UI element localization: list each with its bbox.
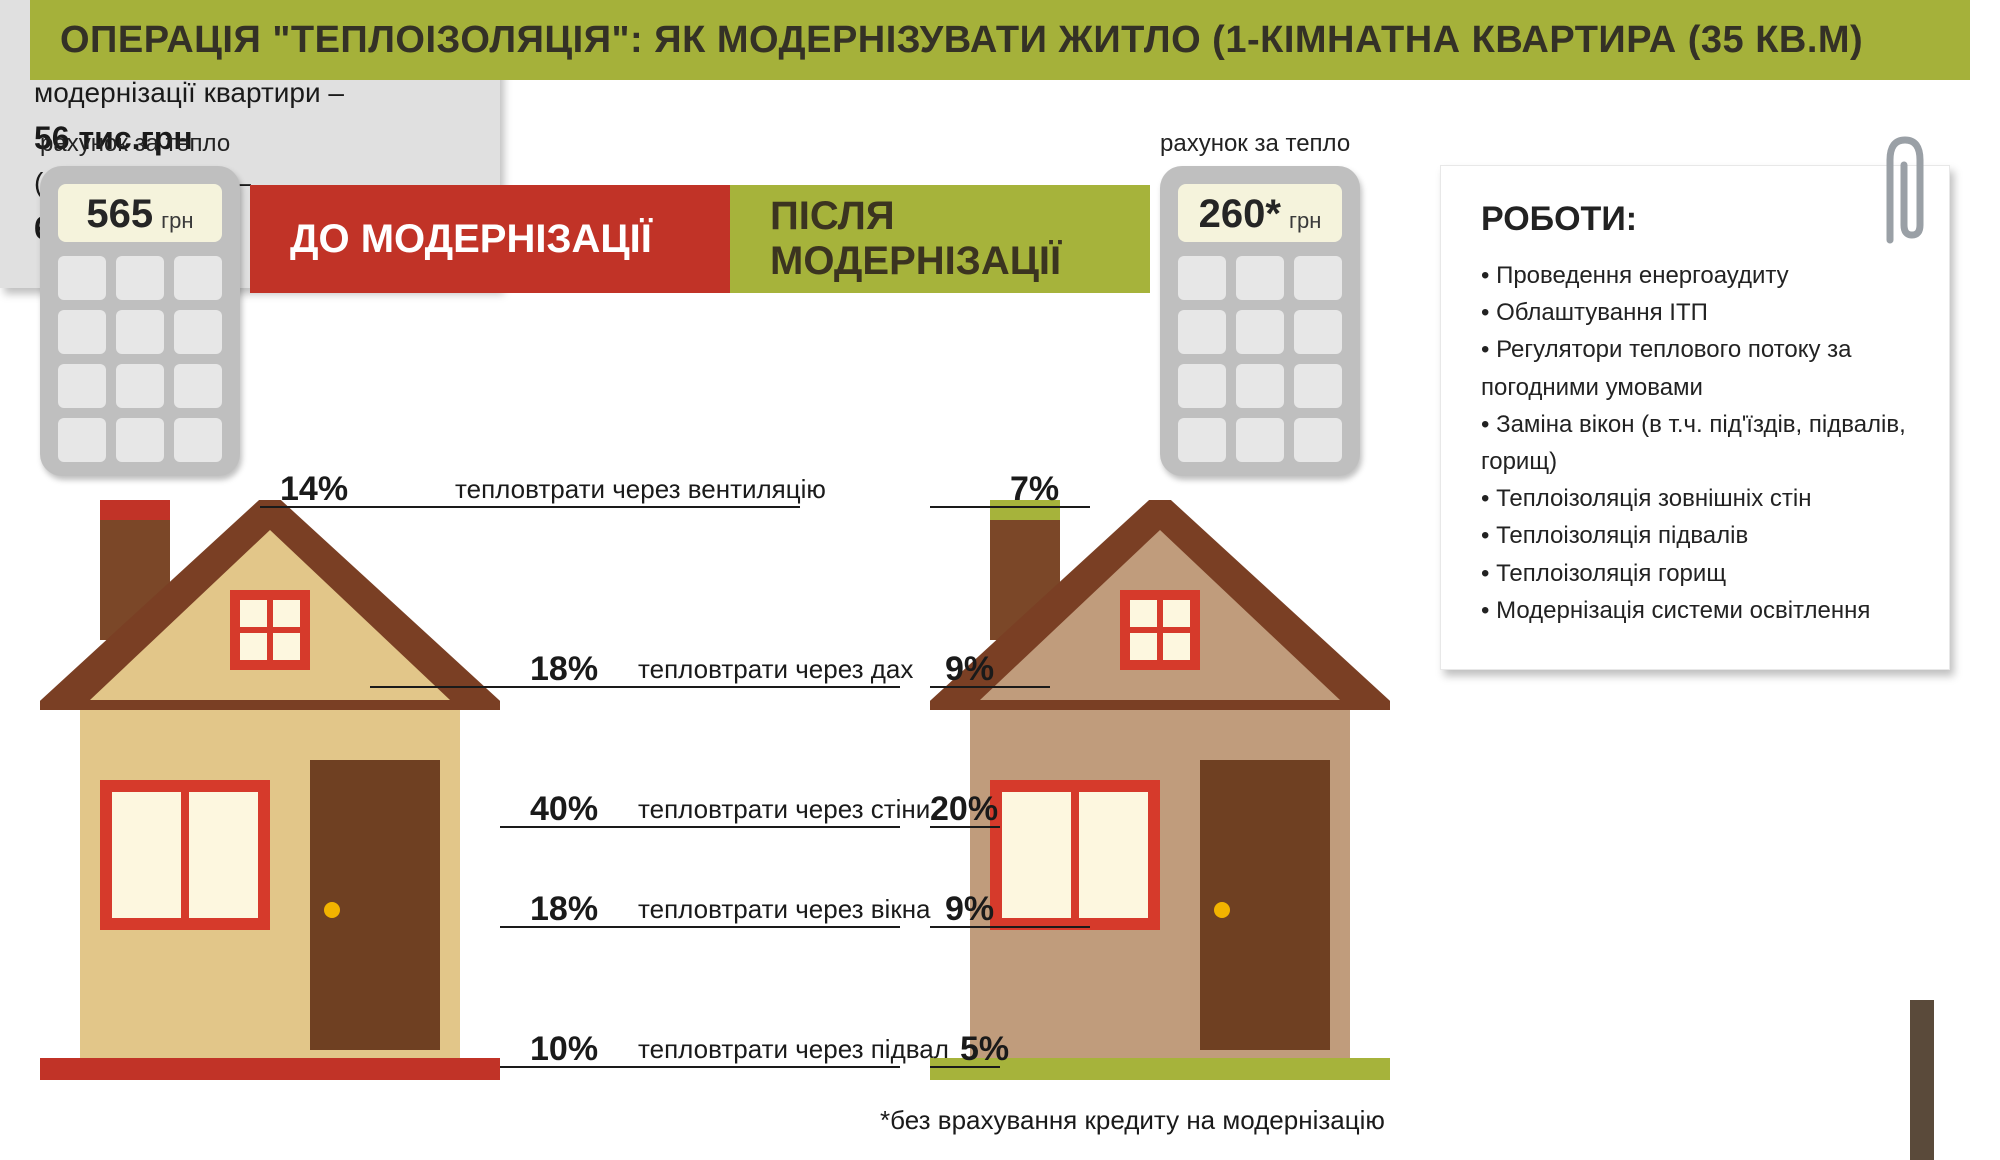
calculator-screen: 260* грн bbox=[1178, 184, 1342, 242]
house-after-icon bbox=[930, 500, 1390, 1060]
bill-label: рахунок за тепло bbox=[40, 130, 240, 158]
loss-before-pct: 14% bbox=[280, 470, 348, 509]
loss-before-pct: 18% bbox=[530, 890, 598, 929]
loss-after-pct: 9% bbox=[945, 890, 994, 929]
works-item: Заміна вікон (в т.ч. під'їздів, підвалів… bbox=[1481, 406, 1909, 480]
works-item: Облаштування ІТП bbox=[1481, 294, 1909, 331]
works-title: РОБОТИ: bbox=[1481, 200, 1909, 239]
currency: грн bbox=[1289, 208, 1321, 242]
works-item: Теплоізоляція зовнішніх стін bbox=[1481, 480, 1909, 517]
works-item: Теплоізоляція підвалів bbox=[1481, 517, 1909, 554]
loss-after-pct: 5% bbox=[960, 1030, 1009, 1069]
loss-after-pct: 9% bbox=[945, 650, 994, 689]
page-title: ОПЕРАЦІЯ "ТЕПЛОІЗОЛЯЦІЯ": ЯК МОДЕРНІЗУВА… bbox=[60, 19, 1863, 62]
works-list: Проведення енергоаудитуОблаштування ІТПР… bbox=[1481, 257, 1909, 629]
bill-label: рахунок за тепло bbox=[1160, 130, 1360, 158]
calculator-after: рахунок за тепло 260* грн bbox=[1160, 130, 1360, 476]
loss-label: тепловтрати через стіни bbox=[638, 794, 930, 825]
loss-after-pct: 7% bbox=[1010, 470, 1059, 509]
signpost-icon bbox=[1910, 1000, 1934, 1160]
paperclip-icon bbox=[1870, 130, 1930, 250]
loss-label: тепловтрати через вентиляцію bbox=[455, 474, 826, 505]
banner-before: ДО МОДЕРНІЗАЦІЇ bbox=[250, 185, 730, 293]
footnote: *без врахування кредиту на модернізацію bbox=[880, 1105, 1385, 1136]
works-item: Регулятори теплового потоку за погодними… bbox=[1481, 331, 1909, 405]
loss-before-pct: 18% bbox=[530, 650, 598, 689]
works-item: Теплоізоляція горищ bbox=[1481, 555, 1909, 592]
loss-label: тепловтрати через вікна bbox=[638, 894, 931, 925]
bill-before-value: 565 bbox=[86, 192, 153, 237]
house-before-icon bbox=[40, 500, 500, 1060]
loss-label: тепловтрати через дах bbox=[638, 654, 913, 685]
calculator-icon: 260* грн bbox=[1160, 166, 1360, 476]
loss-before-pct: 10% bbox=[530, 1030, 598, 1069]
bill-after-value: 260* bbox=[1199, 192, 1281, 237]
works-item: Проведення енергоаудиту bbox=[1481, 257, 1909, 294]
works-item: Модернізація системи освітлення bbox=[1481, 592, 1909, 629]
calculator-before: рахунок за тепло 565 грн bbox=[40, 130, 240, 476]
currency: грн bbox=[161, 208, 193, 242]
header-bar: ОПЕРАЦІЯ "ТЕПЛОІЗОЛЯЦІЯ": ЯК МОДЕРНІЗУВА… bbox=[30, 0, 1970, 80]
loss-label: тепловтрати через підвал bbox=[638, 1034, 949, 1065]
loss-after-pct: 20% bbox=[930, 790, 998, 829]
loss-before-pct: 40% bbox=[530, 790, 598, 829]
banner-after: ПІСЛЯ МОДЕРНІЗАЦІЇ bbox=[730, 185, 1150, 293]
calculator-screen: 565 грн bbox=[58, 184, 222, 242]
calculator-icon: 565 грн bbox=[40, 166, 240, 476]
